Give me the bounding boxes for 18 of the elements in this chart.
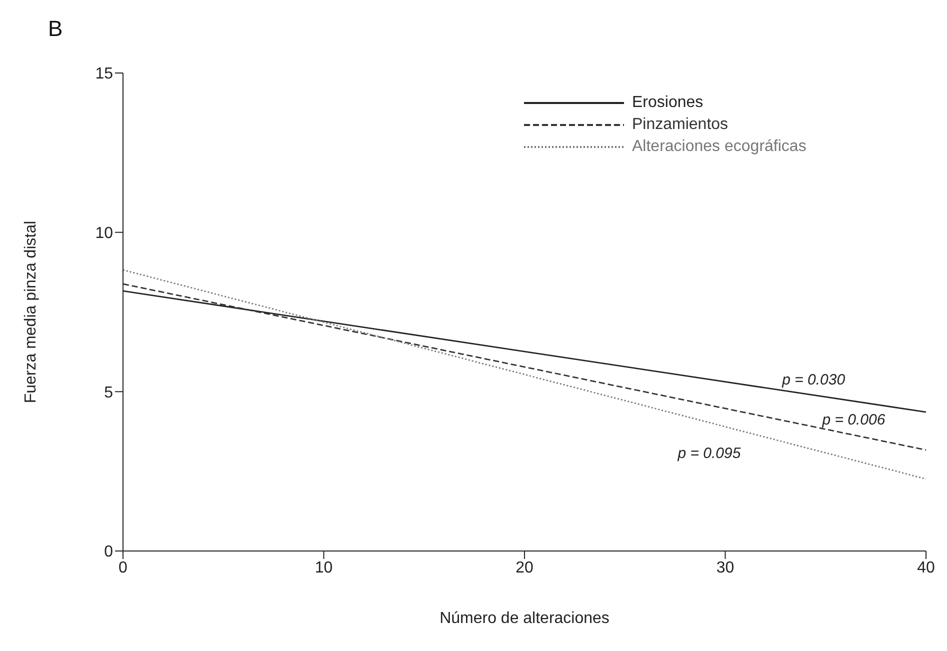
y-tick-label: 0: [104, 544, 114, 561]
chart-title: B: [48, 16, 63, 42]
x-tick-label: 30: [716, 559, 734, 576]
y-tick-label: 15: [95, 66, 114, 83]
y-axis-title: Fuerza media pinza distal: [22, 220, 40, 404]
text: Alteraciones ecográficas: [632, 137, 806, 157]
x-tick-label: 10: [314, 559, 333, 576]
text: Pinzamientos: [632, 115, 728, 135]
annotation: p = 0.006: [821, 411, 886, 428]
y-tick-label: 5: [104, 384, 114, 402]
x-tick-label: 0: [118, 559, 128, 576]
annotation: p = 0.030: [781, 371, 846, 388]
y-tick-label: 10: [95, 225, 114, 242]
text: Erosiones: [632, 93, 704, 113]
x-axis-title: Número de alteraciones: [440, 610, 610, 627]
x-tick-label: 20: [516, 559, 534, 576]
annotation: p = 0.095: [676, 444, 742, 462]
x-tick-label: 40: [917, 559, 935, 576]
